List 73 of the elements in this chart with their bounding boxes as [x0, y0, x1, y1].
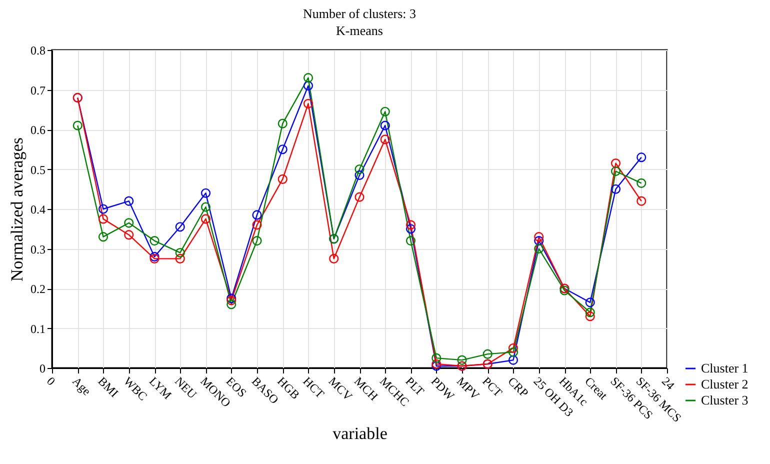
point — [585, 312, 595, 322]
point — [175, 248, 185, 258]
point — [508, 347, 518, 357]
point — [200, 214, 211, 224]
point — [175, 254, 185, 264]
point — [534, 236, 544, 246]
point — [329, 254, 339, 264]
point — [124, 218, 134, 228]
y-tick-label: 0 — [40, 362, 46, 376]
point — [72, 120, 82, 130]
point — [508, 355, 518, 365]
point — [585, 308, 595, 318]
point — [380, 134, 390, 144]
point — [534, 244, 544, 254]
point — [354, 170, 364, 180]
point — [636, 178, 646, 188]
point — [585, 298, 595, 308]
x-tick-label: CRP — [505, 374, 532, 400]
point — [252, 210, 262, 220]
point — [278, 174, 288, 184]
point — [406, 220, 416, 230]
point — [303, 98, 314, 108]
legend-label: Cluster 2 — [701, 376, 748, 392]
y-tick-label: 0.3 — [30, 242, 46, 256]
point — [200, 202, 211, 212]
y-tick-label: 0.4 — [30, 202, 46, 216]
point — [252, 220, 262, 230]
x-tick-label: PCT — [480, 374, 506, 400]
point — [175, 222, 185, 232]
y-tick-label: 0.8 — [30, 44, 46, 58]
point — [482, 349, 492, 359]
point — [610, 158, 621, 168]
point — [380, 106, 390, 116]
point — [278, 144, 288, 154]
point — [98, 204, 108, 214]
point — [432, 353, 442, 363]
point — [200, 188, 211, 198]
y-tick-label: 0.5 — [30, 162, 46, 177]
y-tick-label: 0.1 — [30, 322, 46, 336]
point — [354, 192, 364, 202]
y-axis-title: Normalized averages — [8, 138, 26, 282]
chart-subtitle: K-means — [336, 23, 383, 38]
point — [508, 343, 518, 353]
point — [380, 120, 390, 130]
point — [406, 236, 416, 246]
y-tick-label: 0.7 — [30, 83, 46, 98]
legend-label: Cluster 3 — [701, 392, 748, 408]
point — [354, 164, 364, 174]
point — [534, 232, 544, 242]
x-tick-label: 24 — [659, 374, 678, 392]
point — [226, 300, 236, 310]
legend-label: Cluster 1 — [701, 360, 748, 376]
point — [98, 232, 108, 242]
point — [98, 214, 108, 224]
x-tick-label: Age — [70, 374, 94, 398]
point — [610, 166, 621, 176]
point — [150, 236, 160, 246]
point — [278, 118, 288, 128]
point — [636, 152, 646, 162]
point — [124, 230, 134, 240]
point — [610, 184, 621, 194]
x-tick-label: 0 — [44, 374, 58, 388]
point — [303, 73, 314, 83]
point — [636, 196, 646, 206]
point — [457, 355, 467, 365]
point — [303, 81, 314, 91]
point — [252, 236, 262, 246]
chart-title: Number of clusters: 3 — [302, 6, 416, 21]
y-tick-label: 0.2 — [30, 282, 46, 296]
point — [124, 196, 134, 206]
y-tick-label: 0.6 — [30, 123, 46, 137]
point — [406, 224, 416, 234]
x-axis-title: variable — [332, 424, 388, 444]
